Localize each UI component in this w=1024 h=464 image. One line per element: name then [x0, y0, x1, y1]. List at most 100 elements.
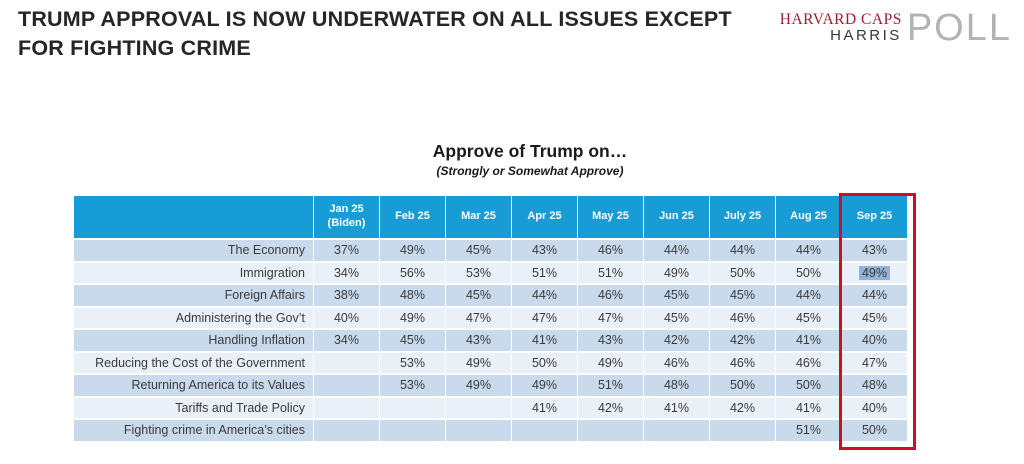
table-cell [314, 420, 379, 441]
table-cell: 41% [512, 397, 577, 418]
table-cell: 46% [776, 352, 841, 373]
table-cell: 41% [644, 397, 709, 418]
table-cell: 46% [644, 352, 709, 373]
table-cell: 40% [842, 330, 907, 351]
row-label: Foreign Affairs [74, 285, 313, 306]
table-cell: 45% [380, 330, 445, 351]
table-cell: 40% [314, 307, 379, 328]
column-header-jan25: Jan 25 (Biden) [314, 196, 379, 238]
table-cell: 53% [446, 262, 511, 283]
table-cell: 48% [644, 375, 709, 396]
table-cell: 44% [842, 285, 907, 306]
row-label: Immigration [74, 262, 313, 283]
table-cell: 44% [776, 285, 841, 306]
table-cell: 34% [314, 262, 379, 283]
table-cell: 44% [710, 240, 775, 261]
column-header-may25: May 25 [578, 196, 643, 238]
table-cell: 38% [314, 285, 379, 306]
table-cell: 34% [314, 330, 379, 351]
table-cell: 51% [578, 375, 643, 396]
chart-header: Approve of Trump on… (Strongly or Somewh… [100, 141, 960, 178]
table-cell: 56% [380, 262, 445, 283]
table-cell: 45% [776, 307, 841, 328]
table-cell: 41% [776, 397, 841, 418]
table-cell: 42% [578, 397, 643, 418]
table-cell: 44% [512, 285, 577, 306]
row-label: The Economy [74, 240, 313, 261]
column-header-feb25: Feb 25 [380, 196, 445, 238]
column-header-mar25: Mar 25 [446, 196, 511, 238]
table-cell: 50% [776, 375, 841, 396]
logo-harvard-caps: HARVARD CAPS [779, 11, 902, 29]
table-cell: 42% [710, 330, 775, 351]
table-cell: 49% [578, 352, 643, 373]
chart-subtitle: (Strongly or Somewhat Approve) [436, 164, 624, 178]
table-cell: 49% [380, 307, 445, 328]
column-header-sep25: Sep 25 [842, 196, 907, 238]
table-cell: 47% [578, 307, 643, 328]
table-cell: 50% [710, 262, 775, 283]
row-label: Handling Inflation [74, 330, 313, 351]
table-cell: 45% [644, 285, 709, 306]
row-label: Reducing the Cost of the Government [74, 352, 313, 373]
table-cell: 42% [710, 397, 775, 418]
table-cell: 53% [380, 375, 445, 396]
table-cell: 49% [446, 375, 511, 396]
logo-harris: HARRIS [830, 27, 902, 45]
table-cell: 47% [842, 352, 907, 373]
table-cell: 50% [710, 375, 775, 396]
selected-value: 49% [858, 265, 891, 280]
table-cell: 44% [776, 240, 841, 261]
harvard-harris-poll-logo: HARVARD CAPS HARRIS POLL [779, 7, 1012, 49]
table-cell: 37% [314, 240, 379, 261]
table-cell: 49% [512, 375, 577, 396]
table-cell: 50% [776, 262, 841, 283]
table-cell: 40% [842, 397, 907, 418]
table-cell [314, 375, 379, 396]
approval-table: Jan 25 (Biden) Feb 25 Mar 25 Apr 25 May … [74, 196, 907, 441]
table-cell: 51% [512, 262, 577, 283]
table-cell: 51% [776, 420, 841, 441]
table-cell [512, 420, 577, 441]
table-cell [380, 420, 445, 441]
table-cell: 41% [512, 330, 577, 351]
table-cell: 48% [380, 285, 445, 306]
table-cell [578, 420, 643, 441]
table-cell: 49% [380, 240, 445, 261]
table-cell-selected: 49% [842, 262, 907, 283]
column-header-apr25: Apr 25 [512, 196, 577, 238]
table-cell [446, 420, 511, 441]
table-cell: 46% [578, 240, 643, 261]
column-header-july25: July 25 [710, 196, 775, 238]
logo-poll: POLL [906, 7, 1012, 49]
table-cell: 45% [446, 285, 511, 306]
table-cell: 43% [842, 240, 907, 261]
table-cell [380, 397, 445, 418]
table-cell: 53% [380, 352, 445, 373]
table-corner-cell [74, 196, 313, 238]
table-cell [446, 397, 511, 418]
table-cell: 47% [446, 307, 511, 328]
row-label: Administering the Gov’t [74, 307, 313, 328]
table-cell: 42% [644, 330, 709, 351]
row-label: Returning America to its Values [74, 375, 313, 396]
table-cell: 49% [446, 352, 511, 373]
table-cell [644, 420, 709, 441]
table-cell [314, 352, 379, 373]
table-cell: 46% [710, 307, 775, 328]
table-cell: 48% [842, 375, 907, 396]
table-cell: 45% [710, 285, 775, 306]
table-cell: 43% [578, 330, 643, 351]
table-cell: 50% [512, 352, 577, 373]
table-cell: 43% [512, 240, 577, 261]
table-cell: 46% [710, 352, 775, 373]
page-title: TRUMP APPROVAL IS NOW UNDERWATER ON ALL … [18, 7, 732, 61]
table-cell: 49% [644, 262, 709, 283]
table-cell: 45% [842, 307, 907, 328]
chart-title: Approve of Trump on… [432, 141, 628, 161]
table-cell [710, 420, 775, 441]
table-cell: 43% [446, 330, 511, 351]
table-cell: 41% [776, 330, 841, 351]
table-cell: 46% [578, 285, 643, 306]
